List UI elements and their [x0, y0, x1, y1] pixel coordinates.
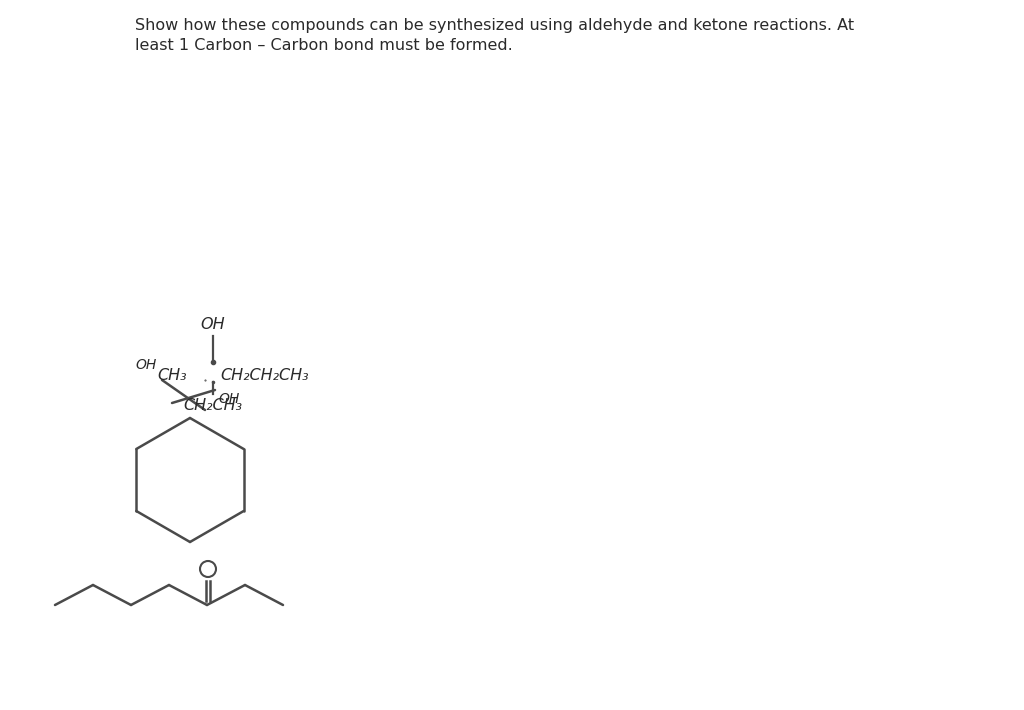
- Text: least 1 Carbon – Carbon bond must be formed.: least 1 Carbon – Carbon bond must be for…: [135, 38, 513, 53]
- Text: OH: OH: [201, 317, 225, 332]
- Text: OH: OH: [218, 392, 240, 406]
- Text: Show how these compounds can be synthesized using aldehyde and ketone reactions.: Show how these compounds can be synthesi…: [135, 18, 854, 33]
- Text: CH₃: CH₃: [158, 368, 187, 383]
- Text: OH: OH: [136, 358, 157, 372]
- Circle shape: [200, 561, 216, 577]
- Text: CH₂CH₂CH₃: CH₂CH₂CH₃: [220, 368, 308, 383]
- Text: CH₂CH₃: CH₂CH₃: [183, 398, 243, 413]
